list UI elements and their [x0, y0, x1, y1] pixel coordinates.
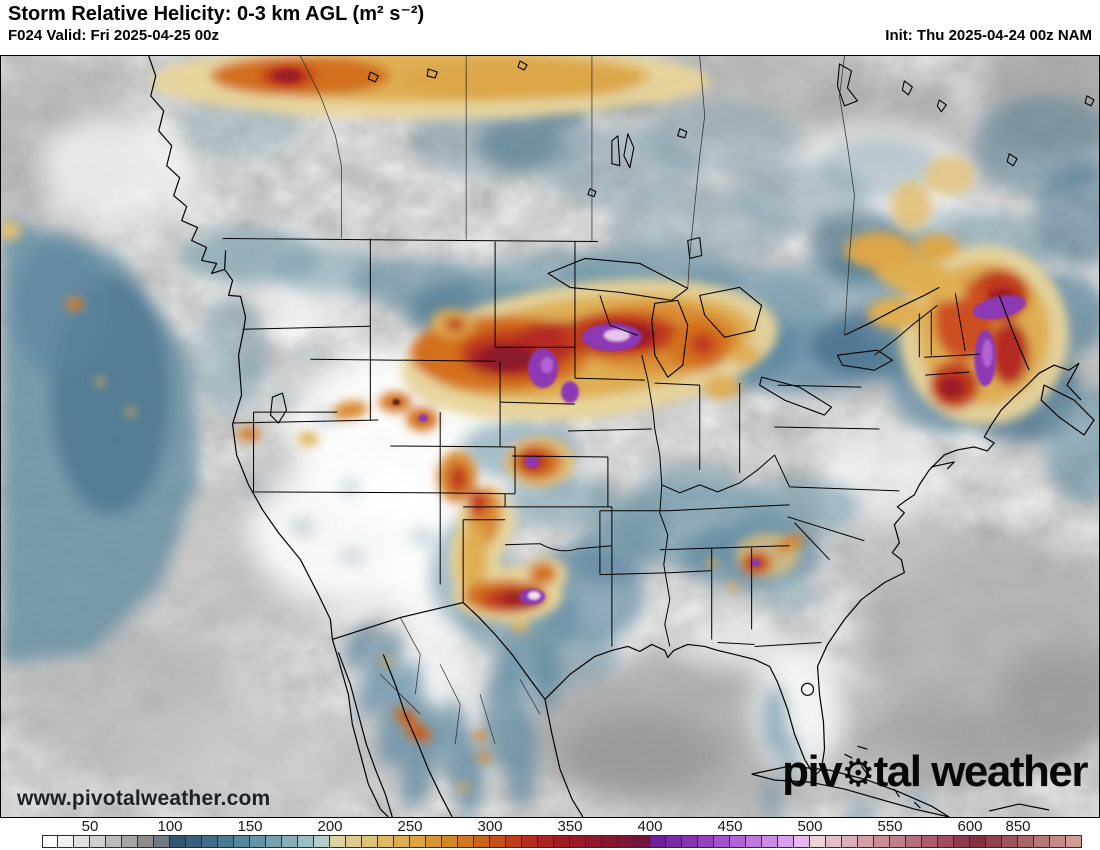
colorbar-tick-label: 400 [637, 818, 663, 835]
colorbar-segment [634, 835, 650, 848]
colorbar-segment [1018, 835, 1034, 848]
colorbar-segment [1066, 835, 1082, 848]
colorbar-segment [42, 835, 58, 848]
colorbar-segment [74, 835, 90, 848]
pivotal-weather-logo: piv⚙tal weather [782, 747, 1089, 796]
colorbar-segment [266, 835, 282, 848]
colorbar-segment [458, 835, 474, 848]
colorbar-segment [858, 835, 874, 848]
colorbar-segment [330, 835, 346, 848]
colorbar-segment [746, 835, 762, 848]
colorbar-segment [506, 835, 522, 848]
colorbar-segment [474, 835, 490, 848]
colorbar-segment [490, 835, 506, 848]
colorbar-segment [378, 835, 394, 848]
colorbar-segment [698, 835, 714, 848]
colorbar-segment [346, 835, 362, 848]
colorbar-segment [714, 835, 730, 848]
colorbar-tick-label: 250 [397, 818, 423, 835]
colorbar-segment [618, 835, 634, 848]
colorbar-tick-label: 50 [81, 818, 99, 835]
colorbar-segment [186, 835, 202, 848]
colorbar-segment [522, 835, 538, 848]
colorbar-segment [970, 835, 986, 848]
colorbar-segment [762, 835, 778, 848]
colorbar-segment [314, 835, 330, 848]
colorbar-tick-label: 350 [557, 818, 583, 835]
gear-icon: ⚙ [841, 753, 875, 795]
colorbar-tick-label: 150 [237, 818, 263, 835]
colorbar-segment [138, 835, 154, 848]
watermark-url: www.pivotalweather.com [17, 787, 271, 810]
colorbar-segment [1050, 835, 1066, 848]
colorbar-segment [954, 835, 970, 848]
coastline-layer [148, 56, 1095, 817]
colorbar-segment [682, 835, 698, 848]
colorbar-tick-label: 600 [957, 818, 983, 835]
colorbar-segment [394, 835, 410, 848]
colorbar-segment [938, 835, 954, 848]
colorbar-segment [1002, 835, 1018, 848]
model-init-label: Init: Thu 2025-04-24 00z NAM [885, 27, 1092, 44]
colorbar-segment [410, 835, 426, 848]
colorbar-segment [810, 835, 826, 848]
colorbar-tick-label: 550 [877, 818, 903, 835]
logo-text-suffix: tal weather [873, 747, 1089, 796]
colorbar-segment [778, 835, 794, 848]
colorbar-segment [826, 835, 842, 848]
colorbar-segment [234, 835, 250, 848]
colorbar-segment [842, 835, 858, 848]
colorbar-tick-label: 100 [157, 818, 183, 835]
colorbar-segment [362, 835, 378, 848]
colorbar-segment [122, 835, 138, 848]
intl-borders-layer [300, 56, 855, 745]
colorbar-segment [170, 835, 186, 848]
colorbar-segment [250, 835, 266, 848]
logo-text-prefix: piv [782, 747, 843, 796]
colorbar-segment [666, 835, 682, 848]
colorbar-segment [282, 835, 298, 848]
colorbar-segment [906, 835, 922, 848]
colorbar-tick-label: 200 [317, 818, 343, 835]
colorbar-segment [554, 835, 570, 848]
colorbar-segment [202, 835, 218, 848]
colorbar-segment [890, 835, 906, 848]
state-borders-layer [222, 238, 980, 647]
colorbar-segment [650, 835, 666, 848]
colorbar-tick-label: 300 [477, 818, 503, 835]
colorbar-tick-label: 500 [797, 818, 823, 835]
colorbar-bar [42, 835, 1082, 848]
colorbar-segment [730, 835, 746, 848]
colorbar-segment [1034, 835, 1050, 848]
header: Storm Relative Helicity: 0-3 km AGL (m² … [0, 0, 1100, 55]
colorbar-segment [90, 835, 106, 848]
map-canvas: www.pivotalweather.com piv⚙tal weather [0, 55, 1100, 818]
colorbar-segment [602, 835, 618, 848]
colorbar-segment [218, 835, 234, 848]
colorbar-segment [58, 835, 74, 848]
colorbar-segment [538, 835, 554, 848]
colorbar-segment [586, 835, 602, 848]
colorbar-segment [922, 835, 938, 848]
colorbar-segment [794, 835, 810, 848]
colorbar-segment [442, 835, 458, 848]
forecast-valid-label: F024 Valid: Fri 2025-04-25 00z [8, 27, 219, 44]
colorbar-segment [298, 835, 314, 848]
colorbar-tick-label: 850 [1005, 818, 1031, 835]
page-title: Storm Relative Helicity: 0-3 km AGL (m² … [8, 3, 425, 25]
colorbar-segment [106, 835, 122, 848]
gray-cloud-layer [1, 56, 1099, 817]
colorbar: 50 100 150 200 250 300 350 400 450 500 550 600 850 [0, 818, 1100, 850]
colorbar-segment [154, 835, 170, 848]
colorbar-segment [986, 835, 1002, 848]
purple-core-layer [392, 295, 1026, 605]
colorbar-tick-label: 450 [717, 818, 743, 835]
colorbar-segment [426, 835, 442, 848]
colorbar-segment [874, 835, 890, 848]
colorbar-segment [570, 835, 586, 848]
helicity-map-svg [1, 56, 1099, 817]
